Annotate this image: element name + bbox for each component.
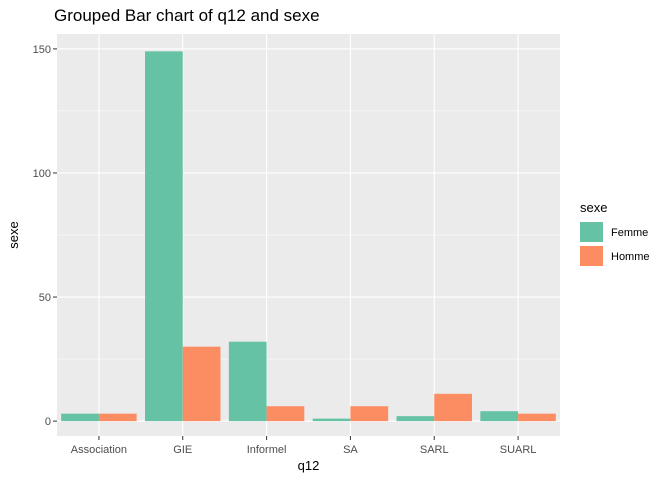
bar-homme-association bbox=[98, 413, 137, 422]
bar-femme-gie bbox=[145, 51, 183, 422]
bar-femme-informel bbox=[228, 341, 267, 422]
bar-homme-suarl bbox=[518, 413, 556, 422]
x-tick-label: GIE bbox=[173, 444, 192, 456]
bar-homme-gie bbox=[182, 346, 221, 422]
x-tick-label: SUARL bbox=[500, 444, 537, 456]
legend: sexe Femme Homme bbox=[580, 200, 650, 266]
legend-title: sexe bbox=[580, 200, 607, 215]
y-tick-label: 150 bbox=[33, 44, 51, 56]
x-tick-label: Association bbox=[71, 444, 127, 456]
x-axis: Association GIE Informel SA SARL SUARL bbox=[71, 436, 537, 456]
bar-homme-sa bbox=[350, 406, 389, 422]
bar-femme-sarl bbox=[396, 416, 435, 422]
bar-homme-sarl bbox=[434, 393, 472, 422]
y-tick-label: 100 bbox=[33, 168, 51, 180]
y-axis-title: sexe bbox=[6, 221, 21, 248]
y-tick-label: 0 bbox=[45, 416, 51, 428]
bar-homme-informel bbox=[266, 406, 305, 422]
x-axis-title: q12 bbox=[298, 458, 320, 473]
legend-key-homme bbox=[580, 246, 603, 266]
y-axis: 0 50 100 150 bbox=[33, 44, 57, 428]
bars bbox=[61, 51, 556, 422]
x-tick-label: SA bbox=[343, 444, 358, 456]
y-tick-label: 50 bbox=[39, 292, 51, 304]
chart-title: Grouped Bar chart of q12 and sexe bbox=[54, 6, 320, 25]
bar-femme-suarl bbox=[480, 411, 519, 422]
grid-minor bbox=[57, 110, 560, 360]
bar-femme-sa bbox=[312, 418, 351, 422]
legend-label-homme: Homme bbox=[611, 251, 650, 263]
bar-femme-association bbox=[61, 413, 99, 422]
legend-label-femme: Femme bbox=[611, 227, 648, 239]
x-tick-label: SARL bbox=[420, 444, 449, 456]
x-tick-label: Informel bbox=[247, 444, 287, 456]
legend-key-femme bbox=[580, 222, 603, 242]
